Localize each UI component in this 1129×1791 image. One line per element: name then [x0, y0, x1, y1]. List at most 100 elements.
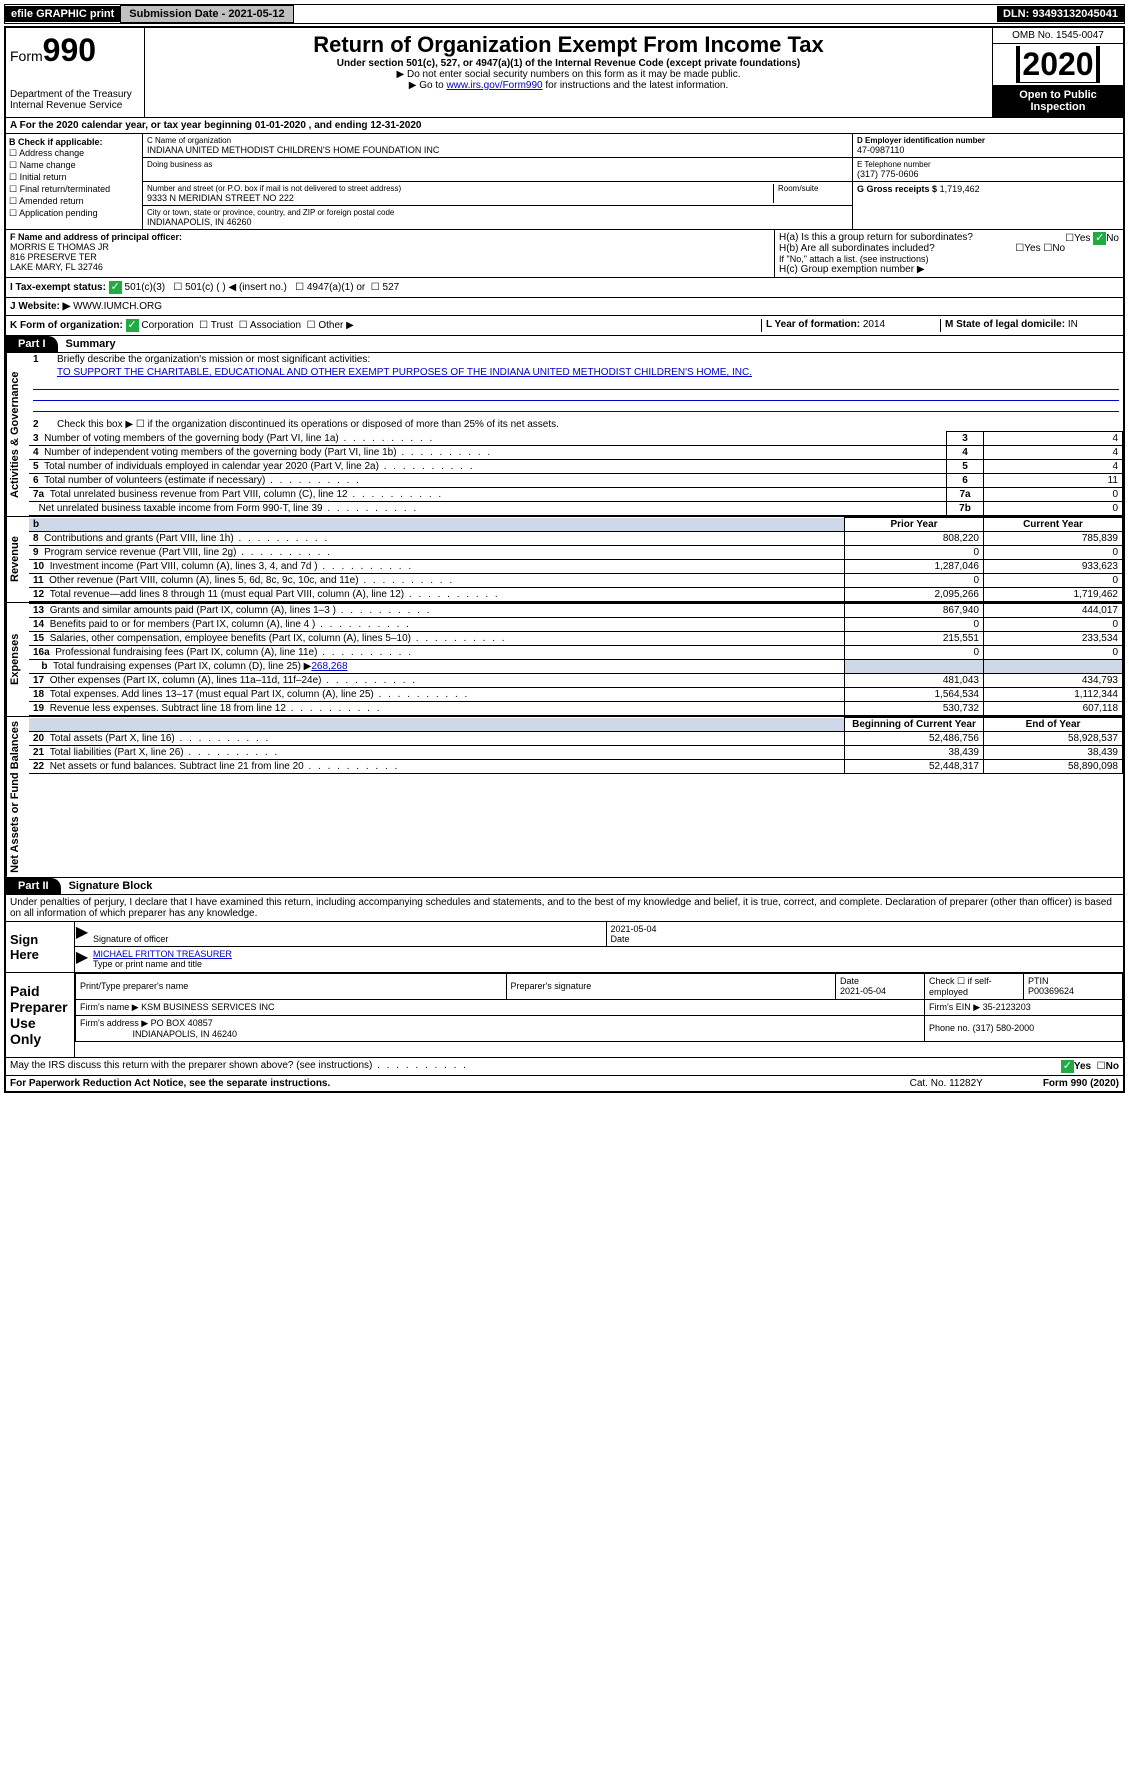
- discuss-no[interactable]: No: [1106, 1061, 1119, 1072]
- ptin: P00369624: [1028, 986, 1074, 996]
- m-label: M State of legal domicile:: [945, 319, 1065, 330]
- footer-left: For Paperwork Reduction Act Notice, see …: [10, 1078, 330, 1089]
- room-label: Room/suite: [778, 184, 848, 193]
- d-label: D Employer identification number: [857, 136, 1119, 145]
- part1-title: Summary: [58, 338, 116, 350]
- open-public: Open to Public Inspection: [993, 85, 1123, 117]
- exp-table: 13 Grants and similar amounts paid (Part…: [29, 603, 1123, 716]
- officer-name: MORRIS E THOMAS JR: [10, 242, 770, 252]
- efile-label[interactable]: efile GRAPHIC print: [5, 6, 120, 22]
- row-i: I Tax-exempt status: ✓ 501(c)(3) ☐ 501(c…: [6, 278, 1123, 298]
- footer-mid: Cat. No. 11282Y: [910, 1078, 983, 1089]
- faddr-label: Firm's address ▶: [80, 1018, 148, 1028]
- net-section: Net Assets or Fund Balances Beginning of…: [6, 717, 1123, 878]
- opt-501c3: 501(c)(3): [125, 282, 166, 293]
- box-h: H(a) Is this a group return for subordin…: [775, 230, 1123, 277]
- box-deg: D Employer identification number 47-0987…: [853, 134, 1123, 229]
- h-beg: Beginning of Current Year: [845, 718, 984, 732]
- opt-4947[interactable]: 4947(a)(1) or: [307, 282, 365, 293]
- hb-no[interactable]: No: [1052, 243, 1065, 254]
- ph3: Date: [840, 976, 859, 986]
- row-a: A For the 2020 calendar year, or tax yea…: [6, 118, 1123, 134]
- check-address[interactable]: ☐ Address change: [9, 148, 139, 159]
- exp-section: Expenses 13 Grants and similar amounts p…: [6, 603, 1123, 717]
- mission-text: TO SUPPORT THE CHARITABLE, EDUCATIONAL A…: [57, 367, 1119, 378]
- net-table: Beginning of Current YearEnd of Year 20 …: [29, 717, 1123, 774]
- hb-label: H(b) Are all subordinates included?: [779, 243, 935, 254]
- underline: [33, 390, 1119, 401]
- check-pending[interactable]: ☐ Application pending: [9, 208, 139, 219]
- form-title: Return of Organization Exempt From Incom…: [149, 32, 988, 58]
- opt-trust[interactable]: Trust: [211, 320, 233, 331]
- ph2: Preparer's signature: [506, 973, 836, 999]
- year-text: 2020: [1020, 46, 1095, 82]
- check-final[interactable]: ☐ Final return/terminated: [9, 184, 139, 195]
- hb-yes[interactable]: Yes: [1024, 243, 1040, 254]
- org-name: INDIANA UNITED METHODIST CHILDREN'S HOME…: [147, 145, 848, 155]
- gov-section: Activities & Governance 1Briefly describ…: [6, 353, 1123, 517]
- opt-527[interactable]: 527: [383, 282, 400, 293]
- form-note2: ▶ Go to www.irs.gov/Form990 for instruct…: [149, 80, 988, 91]
- corp-check[interactable]: ✓: [126, 319, 139, 332]
- rev-section: Revenue bPrior YearCurrent Year 8 Contri…: [6, 517, 1123, 603]
- name-title-label: Type or print name and title: [93, 959, 1119, 969]
- 501c3-check[interactable]: ✓: [109, 281, 122, 294]
- form-subtitle: Under section 501(c), 527, or 4947(a)(1)…: [149, 58, 988, 69]
- tax-year: 2020: [1016, 46, 1099, 83]
- k-label: K Form of organization:: [10, 320, 123, 331]
- sign-here-section: Sign Here ▶ Signature of officer 2021-05…: [6, 922, 1123, 973]
- omb-number: OMB No. 1545-0047: [993, 28, 1123, 44]
- paid-label: Paid Preparer Use Only: [6, 973, 75, 1057]
- arrow-icon: ▶: [75, 922, 89, 946]
- ein: 47-0987110: [857, 145, 1119, 155]
- ha-no: No: [1106, 233, 1119, 244]
- rev-table: bPrior YearCurrent Year 8 Contributions …: [29, 517, 1123, 602]
- topbar: efile GRAPHIC print Submission Date - 20…: [4, 4, 1125, 24]
- ha-no-check[interactable]: ✓: [1093, 232, 1106, 245]
- opt-other[interactable]: Other ▶: [318, 320, 353, 331]
- firm-ein: 35-2123203: [983, 1002, 1031, 1012]
- form-number: 990: [43, 32, 96, 68]
- h-end: End of Year: [984, 718, 1123, 732]
- check-initial[interactable]: ☐ Initial return: [9, 172, 139, 183]
- l2-text: Check this box ▶ ☐ if the organization d…: [57, 419, 1119, 430]
- col-cd: C Name of organization INDIANA UNITED ME…: [143, 134, 1123, 229]
- l1-text: Briefly describe the organization's miss…: [57, 354, 1119, 365]
- ha-label: H(a) Is this a group return for subordin…: [779, 232, 973, 243]
- paid-table: Print/Type preparer's name Preparer's si…: [75, 973, 1123, 1042]
- opt-501c[interactable]: 501(c) ( ) ◀ (insert no.): [185, 282, 287, 293]
- l16b-val: 268,268: [311, 661, 347, 672]
- ph5: PTIN: [1028, 976, 1049, 986]
- submission-date: Submission Date - 2021-05-12: [120, 5, 293, 23]
- website: WWW.IUMCH.ORG: [73, 301, 162, 312]
- sig-date: 2021-05-04: [611, 924, 1120, 934]
- check-name[interactable]: ☐ Name change: [9, 160, 139, 171]
- telephone: (317) 775-0606: [857, 169, 1119, 179]
- arrow-icon: ▶: [75, 947, 89, 971]
- dba-label: Doing business as: [147, 160, 848, 169]
- discuss-row: May the IRS discuss this return with the…: [6, 1058, 1123, 1076]
- discuss-yes-check[interactable]: ✓: [1061, 1060, 1074, 1073]
- vlabel-rev: Revenue: [6, 517, 29, 602]
- section-bcd: B Check if applicable: ☐ Address change …: [6, 134, 1123, 230]
- h-curr: Current Year: [984, 518, 1123, 532]
- ph1: Print/Type preparer's name: [76, 973, 507, 999]
- g-label: G Gross receipts $: [857, 184, 937, 194]
- row-k: K Form of organization: ✓ Corporation ☐ …: [6, 316, 1123, 336]
- discuss-text: May the IRS discuss this return with the…: [10, 1060, 468, 1073]
- opt-assoc[interactable]: Association: [250, 320, 301, 331]
- box-f: F Name and address of principal officer:…: [6, 230, 775, 277]
- c-name-label: C Name of organization: [147, 136, 848, 145]
- check-amended[interactable]: ☐ Amended return: [9, 196, 139, 207]
- irs-link[interactable]: www.irs.gov/Form990: [446, 80, 542, 91]
- officer-addr1: 816 PRESERVE TER: [10, 252, 770, 262]
- vlabel-gov: Activities & Governance: [6, 353, 29, 516]
- org-city: INDIANAPOLIS, IN 46260: [147, 217, 848, 227]
- ph4[interactable]: Check ☐ if self-employed: [925, 973, 1024, 999]
- l-label: L Year of formation:: [766, 319, 860, 330]
- firm-addr2: INDIANAPOLIS, IN 46240: [133, 1029, 238, 1039]
- part2-title: Signature Block: [61, 880, 153, 892]
- firm-label: Firm's name ▶: [80, 1002, 139, 1012]
- note2-pre: ▶ Go to: [409, 80, 447, 91]
- ha-yes[interactable]: Yes: [1074, 233, 1090, 244]
